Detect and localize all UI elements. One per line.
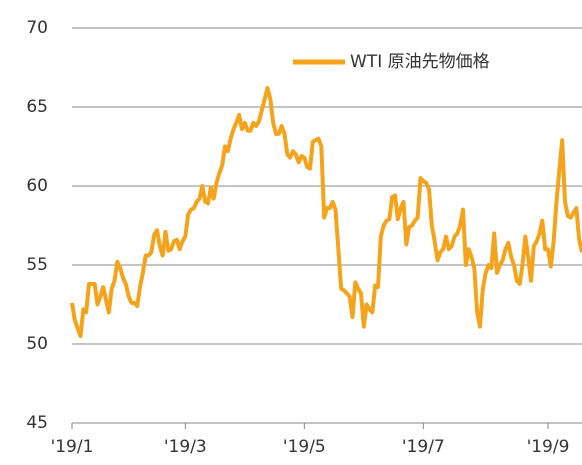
y-tick-label: 45 bbox=[26, 413, 48, 433]
y-tick-label: 70 bbox=[26, 18, 48, 38]
y-tick-label: 55 bbox=[26, 255, 48, 275]
x-tick-label: '19/5 bbox=[283, 437, 326, 457]
y-tick-label: 65 bbox=[26, 97, 48, 117]
legend-label: WTI 原油先物価格 bbox=[350, 52, 490, 72]
data-line bbox=[70, 86, 582, 339]
x-tick-label: '19/1 bbox=[51, 437, 94, 457]
y-tick-label: 50 bbox=[26, 334, 48, 354]
x-tick-label: '19/7 bbox=[402, 437, 445, 457]
x-tick-label: '19/9 bbox=[527, 437, 570, 457]
y-tick-label: 60 bbox=[26, 176, 48, 196]
x-tick-label: '19/3 bbox=[164, 437, 207, 457]
